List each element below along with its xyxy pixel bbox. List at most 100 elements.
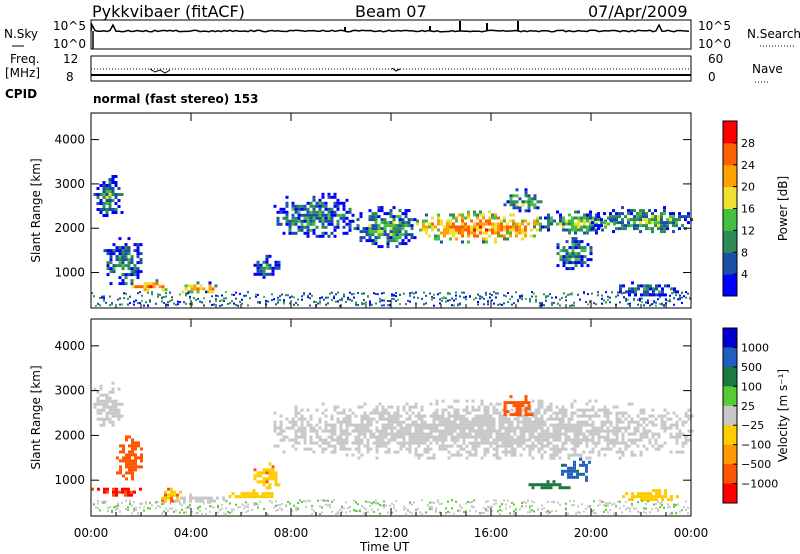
colorbar-swatch <box>723 164 737 188</box>
power-region <box>103 237 143 286</box>
x-axis-label: Time UT <box>359 540 410 554</box>
power-region <box>556 237 593 271</box>
x-tick-label: 20:00 <box>574 526 609 540</box>
nave-label: Nave <box>752 62 783 76</box>
colorbar-swatch <box>723 386 737 407</box>
colorbar-tick-label: 8 <box>741 246 748 259</box>
power-region <box>416 210 542 244</box>
power-region <box>503 188 543 213</box>
freq-tick-bottom: 8 <box>66 70 74 84</box>
date-title: 07/Apr/2009 <box>588 2 688 21</box>
y-axis-label: Slant Range [km] <box>29 365 43 469</box>
power-colorbar: 4 8 12 16 20 24 28 Power [dB] <box>722 120 790 297</box>
power-near-range-strip <box>91 291 691 307</box>
y-tick-label: 2000 <box>54 428 85 442</box>
velocity-region <box>116 435 143 481</box>
colorbar-tick-label: 25 <box>741 400 755 413</box>
y-tick-label: 3000 <box>54 384 85 398</box>
colorbar-tick-label: −25 <box>741 419 764 432</box>
velocity-region <box>161 487 182 503</box>
freq-unit: [MHz] <box>5 66 40 80</box>
colorbar-tick-label: 100 <box>741 380 762 393</box>
velocity-region <box>622 489 679 502</box>
x-tick-label: 00:00 <box>74 526 109 540</box>
nsearch-label: N.Search <box>747 27 800 41</box>
y-tick-label: 4000 <box>54 133 85 147</box>
velocity-near-range-strip <box>93 499 689 515</box>
power-region <box>273 192 355 238</box>
nsky-panel <box>90 19 692 50</box>
radar-title: Pykkvibaer (fitACF) <box>92 2 245 21</box>
colorbar-swatch <box>723 347 737 368</box>
colorbar-tick-label: 1000 <box>741 341 769 354</box>
colorbar-swatch <box>723 405 737 426</box>
x-tick-label: 16:00 <box>474 526 509 540</box>
velocity-region <box>93 381 124 427</box>
colorbar-tick-label: 24 <box>741 159 755 172</box>
y-tick-label: 1000 <box>54 266 85 280</box>
y-tick-label: 2000 <box>54 221 85 235</box>
x-tick-label: 08:00 <box>274 526 309 540</box>
colorbar-swatch <box>723 252 737 275</box>
freq-tick-top: 12 <box>63 52 78 66</box>
velocity-panel: 1000 2000 3000 4000 Slant Range [km] <box>29 318 694 517</box>
colorbar-tick-label: 4 <box>741 268 748 281</box>
cpid-label: CPID <box>5 87 37 101</box>
colorbar-label: Velocity [m s⁻¹] <box>776 369 790 462</box>
colorbar-tick-label: 20 <box>741 181 755 194</box>
velocity-region <box>528 480 571 490</box>
colorbar-tick-label: −1000 <box>741 478 778 491</box>
nsky-label: N.Sky <box>4 27 38 41</box>
velocity-region <box>253 462 281 490</box>
power-region <box>591 206 693 234</box>
power-region <box>131 279 168 292</box>
colorbar-swatch <box>723 483 737 504</box>
nsky-tick-bottom: 10^0 <box>53 37 86 51</box>
nave-tick-bottom: 0 <box>708 70 716 84</box>
cpid-value: normal (fast stereo) 153 <box>93 92 259 106</box>
power-panel: 1000 2000 3000 4000 Slant Range [km] <box>29 112 693 309</box>
velocity-region <box>174 493 228 503</box>
colorbar-swatch <box>723 464 737 485</box>
colorbar-swatch <box>723 274 737 297</box>
colorbar-swatch <box>723 230 737 253</box>
colorbar-tick-label: 500 <box>741 361 762 374</box>
colorbar-swatch <box>723 142 737 166</box>
colorbar-tick-label: −100 <box>741 439 771 452</box>
colorbar-label: Power [dB] <box>776 176 790 241</box>
power-region <box>353 206 417 249</box>
freq-spike-2 <box>391 67 401 72</box>
colorbar-tick-label: 28 <box>741 137 755 150</box>
x-tick-label: 04:00 <box>174 526 209 540</box>
velocity-colorbar: 1000 500 100 25 −25 −100 −500 −1000 Velocity [m … <box>722 327 790 504</box>
colorbar-swatch <box>723 186 737 209</box>
colorbar-swatch <box>723 121 737 144</box>
colorbar-frame <box>722 327 738 504</box>
freq-spike-1 <box>149 68 171 74</box>
nsky-tick-top: 10^5 <box>53 19 86 33</box>
velocity-region <box>228 489 274 499</box>
x-axis: 00:00 04:00 08:00 12:00 16:00 20:00 00:00 <box>74 526 709 540</box>
velocity-region <box>273 399 694 460</box>
freq-label: Freq. <box>10 52 40 66</box>
power-region <box>253 254 281 279</box>
y-axis-label: Slant Range [km] <box>29 158 43 262</box>
colorbar-tick-label: 16 <box>741 203 755 216</box>
power-region <box>93 175 124 217</box>
y-tick-label: 3000 <box>54 177 85 191</box>
colorbar-swatch <box>723 425 737 446</box>
velocity-region <box>503 395 534 417</box>
y-tick-label: 1000 <box>54 473 85 487</box>
nave-tick-top: 60 <box>708 52 723 66</box>
velocity-region <box>91 487 142 497</box>
colorbar-swatch <box>723 366 737 387</box>
colorbar-tick-label: −500 <box>741 458 771 471</box>
nsky-trace <box>90 22 690 33</box>
velocity-region <box>561 457 591 482</box>
colorbar-tick-label: 12 <box>741 224 755 237</box>
nsearch-tick-bottom: 10^0 <box>698 37 731 51</box>
colorbar-swatch <box>723 328 737 348</box>
nsearch-tick-top: 10^5 <box>698 19 731 33</box>
beam-title: Beam 07 <box>355 2 427 21</box>
